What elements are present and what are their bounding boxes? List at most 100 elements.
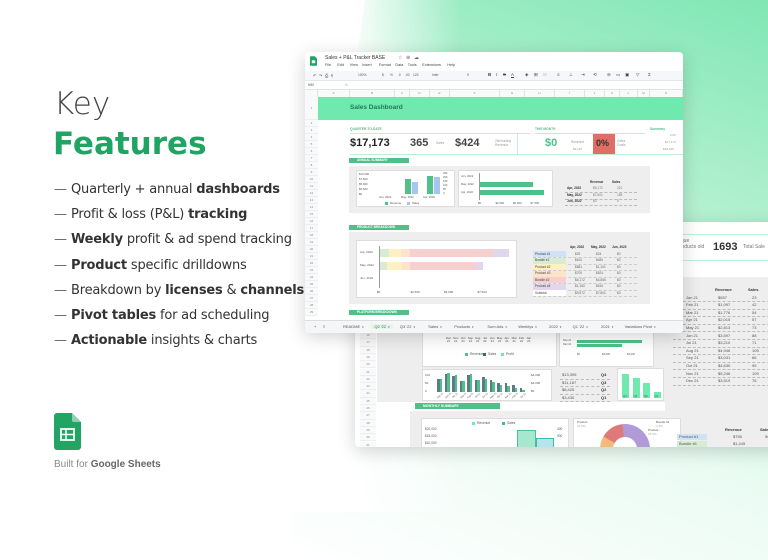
row-number[interactable]: 6 bbox=[305, 148, 318, 155]
font-size-select[interactable]: 9 bbox=[467, 74, 469, 77]
select-all-corner[interactable] bbox=[305, 90, 318, 97]
sheet-tab[interactable]: 2021▾ bbox=[601, 324, 613, 329]
row-number[interactable]: 22 bbox=[360, 376, 376, 383]
menu-edit[interactable]: Edit bbox=[337, 64, 344, 68]
link-icon[interactable]: ⊖ bbox=[607, 73, 611, 78]
row-number[interactable]: 27 bbox=[305, 295, 318, 302]
align-icon[interactable]: ≡ bbox=[557, 73, 560, 78]
column-header[interactable]: K bbox=[605, 90, 620, 97]
row-number[interactable]: 1 bbox=[305, 97, 318, 120]
menu-extensions[interactable]: Extensions bbox=[422, 64, 441, 68]
row-number[interactable]: 9 bbox=[305, 169, 318, 176]
strikethrough-button[interactable]: S bbox=[503, 73, 506, 78]
row-number[interactable]: 31 bbox=[360, 442, 376, 448]
sheet-tab[interactable]: README▾ bbox=[343, 324, 364, 329]
row-number[interactable]: 21 bbox=[360, 369, 376, 376]
row-number[interactable]: 15 bbox=[305, 211, 318, 218]
row-number[interactable]: 10 bbox=[305, 176, 318, 183]
redo-icon[interactable]: ↷ bbox=[319, 74, 322, 78]
sheet-tab[interactable]: Q1 '22▾ bbox=[573, 324, 588, 329]
chart-icon[interactable]: ▣ bbox=[625, 73, 629, 78]
column-header[interactable]: C bbox=[395, 90, 410, 97]
row-number[interactable]: 7 bbox=[305, 155, 318, 162]
row-number[interactable]: 18 bbox=[360, 347, 376, 354]
sheet-tab[interactable]: Products▾ bbox=[454, 324, 473, 329]
tab-menu-chevron-icon[interactable]: ▾ bbox=[586, 325, 588, 329]
row-number[interactable]: 19 bbox=[305, 239, 318, 246]
menu-help[interactable]: Help bbox=[447, 64, 455, 68]
font-select[interactable]: Inter bbox=[432, 74, 439, 77]
row-number[interactable]: 4 bbox=[305, 134, 318, 141]
column-header[interactable]: I bbox=[555, 90, 585, 97]
row-number[interactable]: 20 bbox=[360, 361, 376, 368]
row-number[interactable]: 19 bbox=[360, 354, 376, 361]
menu-data[interactable]: Data bbox=[395, 64, 403, 68]
row-number[interactable]: 17 bbox=[305, 225, 318, 232]
row-number[interactable]: 5 bbox=[305, 141, 318, 148]
format-select[interactable]: 123 bbox=[413, 74, 419, 77]
row-number[interactable]: 29 bbox=[305, 309, 318, 316]
star-icon[interactable]: ☆ bbox=[398, 56, 402, 61]
comment-icon[interactable]: ▭ bbox=[616, 73, 620, 78]
column-header[interactable]: L bbox=[620, 90, 638, 97]
currency-button[interactable]: $ bbox=[382, 74, 384, 77]
column-header[interactable]: F bbox=[450, 90, 500, 97]
column-header[interactable]: H bbox=[525, 90, 555, 97]
row-number[interactable]: 12 bbox=[305, 190, 318, 197]
tab-menu-chevron-icon[interactable]: ▾ bbox=[505, 325, 507, 329]
row-number[interactable]: 14 bbox=[305, 204, 318, 211]
column-header[interactable]: B bbox=[350, 90, 395, 97]
row-number[interactable]: 16 bbox=[305, 218, 318, 225]
row-number[interactable]: 26 bbox=[305, 288, 318, 295]
sheet-tab[interactable]: Sales▾ bbox=[428, 324, 442, 329]
move-icon[interactable]: ⊕ bbox=[406, 56, 410, 61]
tab-menu-chevron-icon[interactable]: ▾ bbox=[612, 325, 614, 329]
row-number[interactable]: 28 bbox=[305, 302, 318, 309]
print-icon[interactable]: ⎙ bbox=[325, 74, 328, 78]
column-header[interactable]: E bbox=[430, 90, 450, 97]
column-header[interactable]: A bbox=[318, 90, 350, 97]
wrap-icon[interactable]: ⇥ bbox=[581, 73, 585, 78]
row-number[interactable]: 22 bbox=[305, 260, 318, 267]
tab-menu-chevron-icon[interactable]: ▾ bbox=[388, 325, 390, 329]
sheet-tab[interactable]: Variations Pivot▾ bbox=[625, 324, 656, 329]
row-number[interactable]: 23 bbox=[305, 267, 318, 274]
all-sheets-icon[interactable]: ≡ bbox=[323, 324, 325, 329]
column-header[interactable]: M bbox=[638, 90, 650, 97]
row-number[interactable]: 25 bbox=[305, 281, 318, 288]
cloud-icon[interactable]: ☁ bbox=[414, 56, 419, 61]
row-number[interactable]: 25 bbox=[360, 398, 376, 405]
sheet-tab[interactable]: Sum Ads▾ bbox=[487, 324, 507, 329]
sheet-tab[interactable]: Weeklys▾ bbox=[518, 324, 537, 329]
menu-view[interactable]: View bbox=[350, 64, 358, 68]
fill-color-icon[interactable]: ◈ bbox=[525, 73, 528, 78]
menu-insert[interactable]: Insert bbox=[362, 64, 372, 68]
formula-input[interactable] bbox=[353, 82, 683, 90]
tab-menu-chevron-icon[interactable]: ▾ bbox=[654, 325, 656, 329]
column-header[interactable]: J bbox=[585, 90, 605, 97]
borders-icon[interactable]: ⊞ bbox=[534, 73, 538, 78]
name-box[interactable]: N90 bbox=[308, 84, 314, 87]
tab-menu-chevron-icon[interactable]: ▾ bbox=[560, 325, 562, 329]
row-number[interactable]: 26 bbox=[360, 405, 376, 412]
menu-format[interactable]: Format bbox=[379, 64, 391, 68]
sheet-tab[interactable]: 2022▾ bbox=[549, 324, 561, 329]
row-number[interactable]: 30 bbox=[360, 434, 376, 441]
row-number[interactable]: 13 bbox=[305, 197, 318, 204]
row-number[interactable]: 27 bbox=[360, 412, 376, 419]
undo-icon[interactable]: ↶ bbox=[313, 74, 316, 78]
document-title[interactable]: Sales + P&L Tracker BASE bbox=[325, 56, 385, 61]
row-number[interactable]: 24 bbox=[305, 274, 318, 281]
row-number[interactable]: 28 bbox=[360, 420, 376, 427]
bold-button[interactable]: B bbox=[488, 73, 491, 78]
zoom-select[interactable]: 100% bbox=[358, 74, 366, 77]
tab-menu-chevron-icon[interactable]: ▾ bbox=[535, 325, 537, 329]
menu-tools[interactable]: Tools bbox=[408, 64, 417, 68]
valign-icon[interactable]: ⊥ bbox=[569, 73, 573, 78]
menu-file[interactable]: File bbox=[325, 64, 331, 68]
